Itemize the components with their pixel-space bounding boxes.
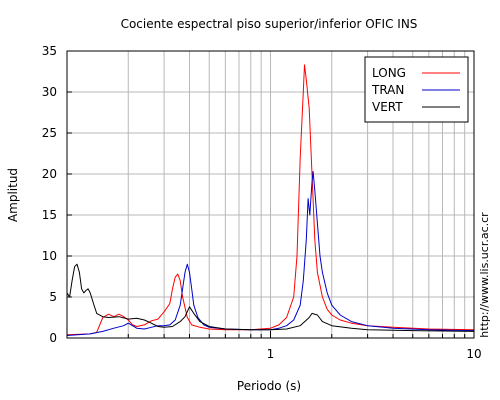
y-axis-label: Amplitud — [6, 168, 20, 222]
y-tick-label: 25 — [42, 126, 57, 140]
series-line-long — [66, 64, 475, 336]
axes: 0 5 10 15 20 25 30 35 1 10 — [42, 44, 482, 361]
data-series — [66, 64, 475, 336]
x-axis-label: Periodo (s) — [237, 379, 301, 393]
x-tick-label: 10 — [466, 347, 481, 361]
y-tick-label: 35 — [42, 44, 57, 58]
y-tick-label: 30 — [42, 85, 57, 99]
plot-frame — [66, 50, 475, 339]
legend: LONG TRAN VERT — [364, 56, 469, 123]
legend-label-tran: TRAN — [371, 83, 404, 97]
y-tick-label: 5 — [49, 290, 57, 304]
legend-label-long: LONG — [372, 66, 406, 80]
x-tick-label: 1 — [267, 347, 275, 361]
series-line-vert — [66, 263, 475, 332]
chart-title: Cociente espectral piso superior/inferio… — [121, 17, 418, 31]
side-url-text: http://www.lis.ucr.ac.cr — [478, 212, 491, 338]
y-tick-label: 10 — [42, 249, 57, 263]
y-tick-label: 15 — [42, 208, 57, 222]
y-tick-label: 0 — [49, 331, 57, 345]
legend-box — [364, 56, 469, 123]
legend-label-vert: VERT — [372, 100, 403, 114]
y-tick-label: 20 — [42, 167, 57, 181]
